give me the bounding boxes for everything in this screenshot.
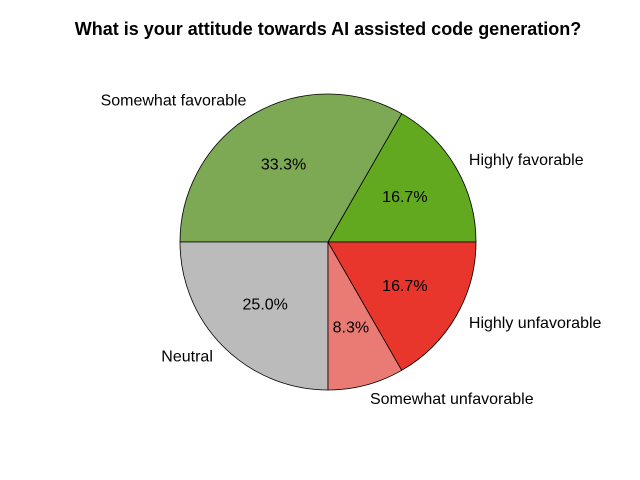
slice-percent-label: 33.3%: [261, 157, 306, 174]
slice-category-label: Somewhat favorable: [101, 93, 247, 110]
slice-percent-label: 25.0%: [243, 296, 288, 313]
pie-slice-neutral: [179, 241, 329, 391]
slice-category-label: Highly favorable: [469, 152, 584, 169]
pie-slice-somewhat-favorable: [179, 93, 403, 243]
slice-percent-label: 16.7%: [382, 278, 427, 295]
pie-slice-highly-unfavorable: [327, 241, 477, 371]
pie-slices: [179, 93, 477, 391]
slice-percent-label: 8.3%: [333, 319, 369, 336]
slice-percent-label: 16.7%: [382, 189, 427, 206]
chart-title: What is your attitude towards AI assiste…: [74, 19, 582, 39]
pie-slice-highly-favorable: [327, 113, 477, 243]
slice-category-label: Neutral: [161, 349, 213, 366]
slice-category-label: Somewhat unfavorable: [370, 391, 534, 408]
slice-category-label: Highly unfavorable: [469, 315, 602, 332]
pie-labels: 16.7% Highly favorable 33.3% Somewhat favor…: [101, 93, 602, 408]
